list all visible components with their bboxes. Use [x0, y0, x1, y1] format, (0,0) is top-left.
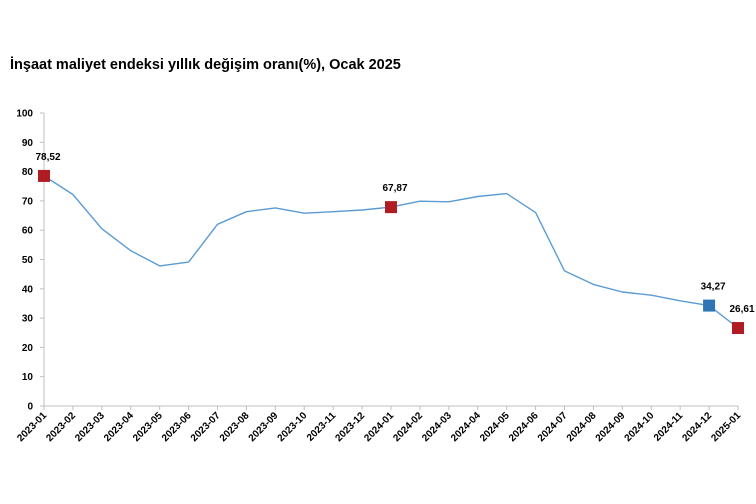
y-tick-label: 10	[22, 372, 34, 383]
y-tick-label: 80	[22, 167, 34, 178]
x-tick-label: 2023-11	[305, 410, 339, 444]
y-tick-label: 20	[22, 343, 34, 354]
data-point-marker	[385, 201, 397, 214]
data-point-marker	[703, 299, 716, 312]
x-tick-label: 2024-09	[594, 410, 628, 444]
x-tick-label: 2024-12	[680, 410, 714, 444]
x-tick-label: 2024-11	[652, 410, 686, 444]
y-tick-label: 30	[22, 314, 34, 325]
x-tick-label: 2024-06	[507, 410, 541, 444]
chart-title: İnşaat maliyet endeksi yıllık değişim or…	[10, 57, 401, 73]
x-tick-label: 2023-10	[276, 410, 310, 444]
x-tick-label: 2024-02	[391, 410, 425, 444]
data-label: 78,52	[35, 152, 60, 163]
data-point-marker	[732, 322, 744, 335]
y-tick-label: 60	[22, 226, 34, 237]
x-tick-label: 2024-01	[362, 410, 396, 444]
data-label: 67,87	[382, 183, 407, 194]
x-tick-label: 2025-01	[709, 410, 743, 444]
x-tick-label: 2024-07	[536, 410, 570, 444]
y-tick-label: 90	[22, 138, 34, 149]
y-tick-label: 0	[27, 402, 33, 413]
y-tick-label: 70	[22, 196, 34, 207]
x-tick-label: 2024-08	[565, 410, 599, 444]
y-tick-label: 100	[16, 109, 33, 120]
series-line	[43, 175, 739, 329]
data-label: 34,27	[701, 282, 726, 293]
data-point-marker	[38, 169, 50, 182]
x-tick-label: 2023-09	[247, 410, 281, 444]
x-tick-label: 2024-03	[420, 410, 454, 444]
data-label: 26,61	[729, 304, 754, 315]
x-tick-label: 2023-06	[160, 410, 194, 444]
x-tick-label: 2023-01	[15, 410, 49, 444]
y-tick-label: 50	[22, 255, 34, 266]
y-tick-label: 40	[22, 284, 34, 295]
x-tick-label: 2023-04	[102, 410, 136, 444]
x-tick-label: 2023-02	[44, 410, 78, 444]
x-tick-label: 2023-12	[333, 410, 367, 444]
x-tick-label: 2024-05	[478, 410, 512, 444]
x-tick-label: 2023-03	[73, 410, 107, 444]
x-tick-label: 2024-04	[449, 410, 483, 444]
x-tick-label: 2023-05	[131, 410, 165, 444]
x-tick-label: 2024-10	[623, 410, 657, 444]
x-tick-label: 2023-07	[189, 410, 223, 444]
x-tick-label: 2023-08	[218, 410, 252, 444]
